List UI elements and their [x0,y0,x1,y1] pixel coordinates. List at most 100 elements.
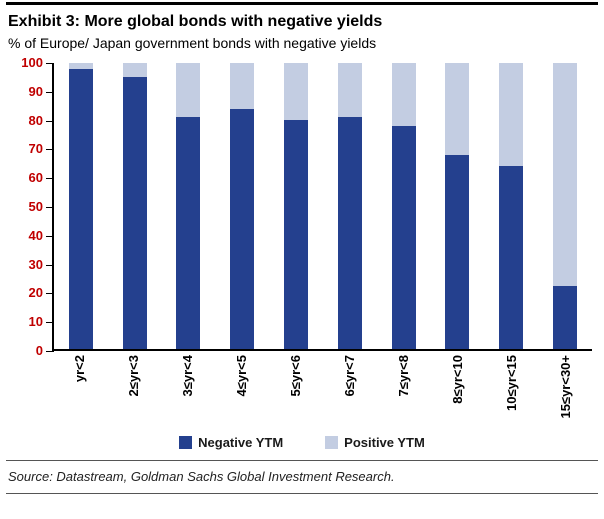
top-border-rule [6,2,598,5]
legend-item-negative: Negative YTM [179,435,283,450]
negative-ytm-segment [68,68,93,349]
bar-slot [377,63,431,349]
y-axis-tick [46,63,54,64]
x-tick-cell: 5≤yr<6 [268,351,322,433]
bar-slot [108,63,162,349]
y-axis-tick [46,91,54,93]
x-tick-cell: 4≤yr<5 [214,351,268,433]
y-tick-label: 10 [28,314,43,330]
negative-ytm-segment [445,154,470,349]
positive-ytm-segment [230,63,255,109]
positive-ytm-segment [499,63,524,166]
chart: 0 10 20 30 40 50 60 70 80 90 100 yr<2 2≤yr<3 3≤yr<4 4… [6,55,598,433]
y-tick-label: 40 [28,227,43,243]
x-tick-label: 10≤yr<15 [503,355,519,411]
y-axis-spacer [6,351,52,433]
y-tick-label: 30 [28,256,43,272]
y-axis-tick [46,351,54,352]
y-tick-label: 100 [21,55,43,70]
y-axis-tick [46,293,54,295]
y-axis-tick [46,322,54,324]
bottom-border-rule [6,493,598,494]
negative-ytm-segment [176,117,201,349]
positive-ytm-segment [391,63,416,126]
y-tick-label: 60 [28,170,43,186]
stacked-bar [391,63,416,349]
plot-area [46,63,592,352]
negative-ytm-segment [391,125,416,349]
x-tick-label: 6≤yr<7 [341,355,357,397]
negative-ytm-segment [230,108,255,349]
x-tick-cell: 2≤yr<3 [106,351,160,433]
y-tick-label: 20 [28,285,43,301]
positive-ytm-segment [68,63,93,69]
stacked-bar [176,63,201,349]
x-tick-cell: 3≤yr<4 [160,351,214,433]
x-tick-cell: 7≤yr<8 [376,351,430,433]
x-tick-label: 8≤yr<10 [449,355,465,404]
source-divider-rule [6,460,598,461]
positive-ytm-segment [553,63,578,287]
x-tick-label: 2≤yr<3 [125,355,141,397]
x-tick-cell: 6≤yr<7 [322,351,376,433]
stacked-bar [68,63,93,349]
legend-item-positive: Positive YTM [325,435,425,450]
positive-ytm-segment [445,63,470,155]
x-tick-label: 7≤yr<8 [395,355,411,397]
y-axis: 0 10 20 30 40 50 60 70 80 90 100 [6,55,52,358]
negative-ytm-segment [284,120,309,349]
bar-slot [431,63,485,349]
y-axis-tick [46,207,54,208]
legend-label-positive: Positive YTM [344,435,425,450]
stacked-bar [230,63,255,349]
stacked-bar [499,63,524,349]
x-tick-cell: yr<2 [52,351,106,433]
y-tick-label: 50 [28,199,43,214]
x-tick-cell: 15≤yr<30+ [538,351,592,433]
y-tick-label: 90 [28,83,43,99]
y-axis-tick [46,178,54,180]
x-tick-cell: 10≤yr<15 [484,351,538,433]
negative-ytm-segment [553,286,578,349]
positive-ytm-segment [337,63,362,118]
legend: Negative YTM Positive YTM [6,433,598,458]
x-tick-label: 3≤yr<4 [179,355,195,397]
stacked-bar [337,63,362,349]
bar-slot [54,63,108,349]
positive-ytm-segment [176,63,201,118]
bar-slot [269,63,323,349]
x-tick-label: yr<2 [71,355,87,383]
negative-ytm-swatch [179,436,193,449]
positive-ytm-segment [284,63,309,121]
y-axis-tick [46,120,54,122]
bar-slot [484,63,538,349]
x-tick-label: 5≤yr<6 [287,355,303,397]
stacked-bar [284,63,309,349]
bar-slot [538,63,592,349]
legend-label-negative: Negative YTM [198,435,284,450]
bar-slot [215,63,269,349]
bar-slot [162,63,216,349]
chart-subtitle: % of Europe/ Japan government bonds with… [8,35,377,51]
positive-ytm-swatch [325,436,339,449]
negative-ytm-segment [499,165,524,349]
bar-slot [323,63,377,349]
positive-ytm-segment [122,63,147,78]
x-tick-cell: 8≤yr<10 [430,351,484,433]
chart-title: Exhibit 3: More global bonds with negati… [8,13,383,30]
y-axis-tick [46,235,54,237]
x-tick-label: 15≤yr<30+ [557,355,573,419]
source-note: Source: Datastream, Goldman Sachs Global… [8,469,395,484]
y-tick-label: 0 [35,343,43,358]
y-axis-tick [46,264,54,266]
y-tick-label: 70 [28,141,43,157]
stacked-bar [122,63,147,349]
negative-ytm-segment [122,77,147,349]
y-axis-tick [46,149,54,151]
x-axis-labels: yr<2 2≤yr<3 3≤yr<4 4≤yr<5 5≤yr<6 6≤yr<7 7≤yr<8… [52,351,592,433]
x-tick-label: 4≤yr<5 [233,355,249,397]
stacked-bar [553,63,578,349]
y-tick-label: 80 [28,112,43,128]
stacked-bar [445,63,470,349]
